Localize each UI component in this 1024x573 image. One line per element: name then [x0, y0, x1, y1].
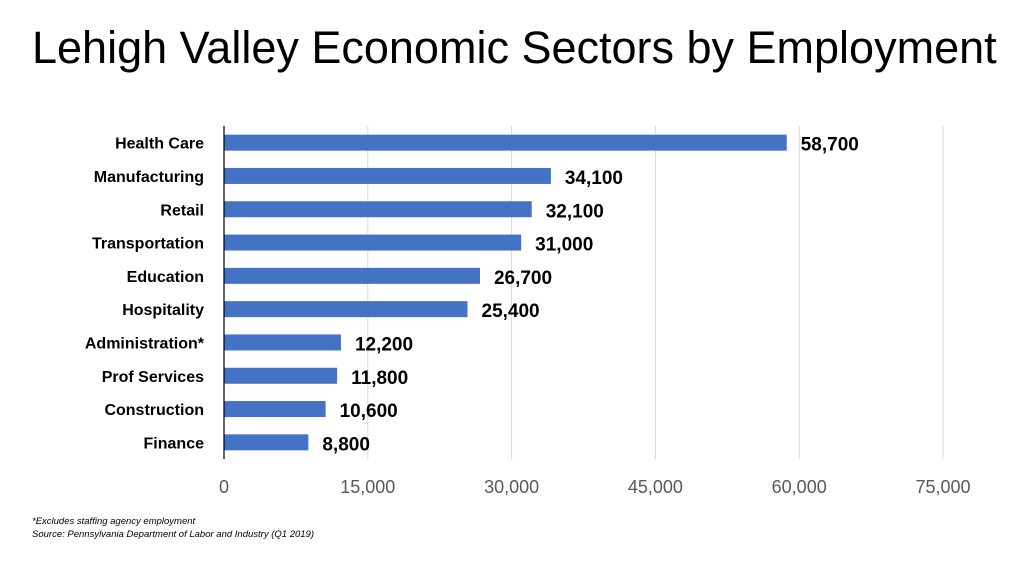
bar — [224, 401, 326, 418]
source-text: Source: Pennsylvania Department of Labor… — [32, 529, 314, 540]
bar — [224, 134, 787, 151]
data-label: 58,700 — [801, 135, 859, 156]
data-label: 34,100 — [565, 168, 623, 189]
data-label: 31,000 — [535, 235, 593, 256]
data-label: 11,800 — [351, 368, 408, 389]
category-label: Prof Services — [102, 369, 204, 386]
footnotes: *Excludes staffing agency employment Sou… — [32, 515, 314, 541]
bar — [224, 234, 522, 251]
data-label: 25,400 — [482, 301, 540, 322]
category-label: Transportation — [92, 236, 204, 253]
x-tick-label: 0 — [219, 477, 229, 497]
category-label: Health Care — [115, 136, 204, 153]
bar — [224, 301, 468, 318]
data-label: 10,600 — [340, 401, 398, 422]
category-label: Administration* — [85, 335, 205, 352]
x-tick-label: 45,000 — [628, 477, 683, 497]
data-label: 12,200 — [355, 334, 413, 355]
x-tick-label: 15,000 — [340, 477, 395, 497]
category-label: Manufacturing — [94, 169, 204, 186]
bar — [224, 267, 480, 284]
bar — [224, 434, 309, 451]
category-label: Hospitality — [122, 302, 204, 319]
x-tick-label: 60,000 — [772, 477, 827, 497]
footnote-text: *Excludes staffing agency employment — [32, 516, 196, 527]
data-label: 8,800 — [322, 434, 370, 455]
chart-title: Lehigh Valley Economic Sectors by Employ… — [32, 22, 997, 73]
category-label: Construction — [104, 402, 204, 419]
bar — [224, 201, 532, 218]
x-tick-label: 75,000 — [915, 477, 970, 497]
bar — [224, 334, 341, 351]
x-tick-label: 30,000 — [484, 477, 539, 497]
category-label: Education — [127, 269, 204, 286]
category-label: Retail — [160, 202, 204, 219]
bar — [224, 167, 551, 184]
category-label: Finance — [144, 435, 205, 452]
bar — [224, 367, 338, 384]
data-label: 26,700 — [494, 268, 552, 289]
data-label: 32,100 — [546, 201, 604, 222]
